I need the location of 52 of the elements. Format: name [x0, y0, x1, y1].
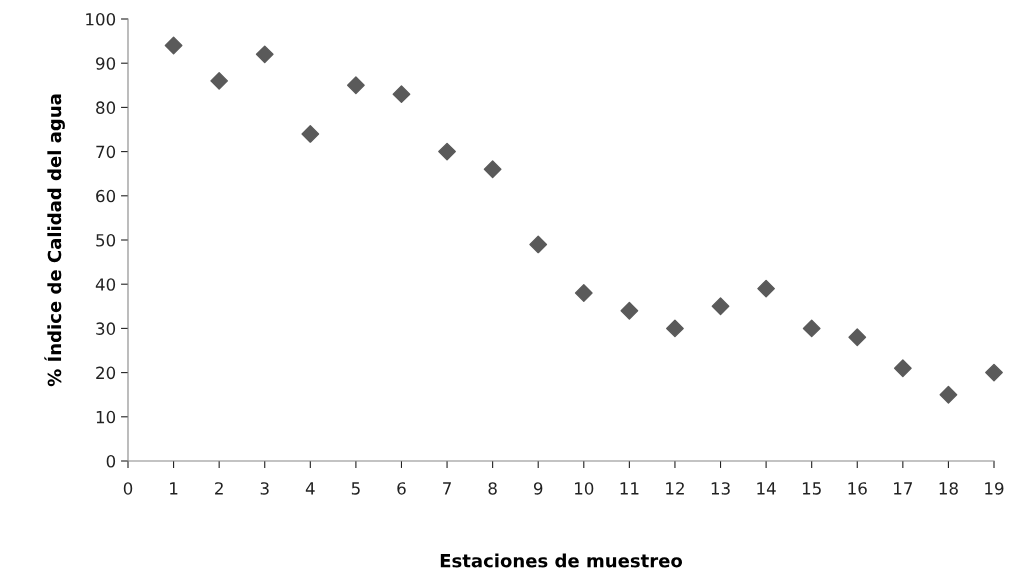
x-tick-label: 6 [397, 482, 406, 495]
x-tick-label: 4 [305, 482, 315, 495]
y-tick-label: 60 [96, 189, 116, 203]
point [802, 319, 821, 338]
y-tick-label: 30 [96, 322, 116, 335]
y-tick-label: 80 [96, 101, 116, 114]
x-tick-label: 12 [666, 482, 684, 495]
x-tick-label: 17 [894, 482, 913, 495]
x-tick-label: 9 [533, 482, 543, 495]
y-tick-label: 0 [106, 454, 116, 468]
point [164, 36, 183, 55]
x-tick-label: 0 [123, 482, 133, 495]
point [346, 76, 365, 95]
x-tick-label: 11 [620, 482, 639, 495]
x-tick-label: 3 [260, 482, 269, 495]
y-tick-label: 100 [86, 12, 116, 26]
x-tick-label: 5 [351, 482, 360, 495]
point [392, 85, 411, 104]
y-tick-label: 90 [96, 57, 116, 70]
x-tick-label: 10 [575, 482, 594, 495]
point [529, 235, 548, 254]
x-tick-label: 15 [802, 482, 821, 495]
y-tick-label: 50 [96, 233, 116, 247]
point [438, 142, 456, 161]
x-tick-label: 13 [711, 482, 730, 495]
point [301, 125, 320, 143]
point [711, 297, 730, 316]
point [848, 328, 867, 347]
x-tick-label: 16 [848, 482, 867, 495]
point [483, 160, 502, 179]
x-tick-label: 19 [985, 482, 1004, 495]
x-axis-title: Estaciones de muestreo [440, 553, 683, 568]
point [574, 284, 593, 302]
x-tick-label: 2 [215, 482, 223, 495]
y-tick-label: 70 [96, 145, 116, 159]
point [939, 385, 958, 404]
point [666, 319, 684, 338]
y-tick-label: 40 [95, 278, 116, 291]
y-axis-title: % Índice de Calidad del agua [44, 94, 65, 387]
x-tick-label: 8 [488, 482, 497, 495]
y-tick-label: 10 [96, 410, 116, 424]
point [255, 45, 274, 64]
x-tick-label: 14 [757, 482, 776, 495]
point [985, 363, 1003, 382]
x-tick-label: 18 [939, 482, 958, 495]
x-tick-label: 1 [170, 482, 178, 495]
y-tick-label: 20 [96, 366, 116, 380]
point [210, 71, 229, 90]
point [620, 301, 639, 320]
point [757, 279, 776, 298]
point [893, 359, 912, 378]
x-tick-label: 7 [443, 482, 451, 495]
